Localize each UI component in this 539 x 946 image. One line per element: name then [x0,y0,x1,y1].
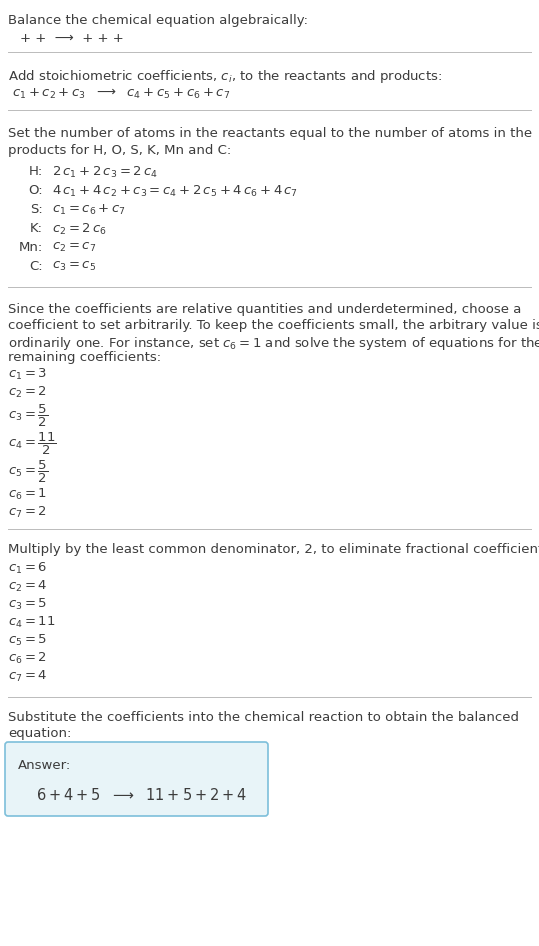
Text: Substitute the coefficients into the chemical reaction to obtain the balanced: Substitute the coefficients into the che… [8,711,519,724]
Text: $c_4 = \dfrac{11}{2}$: $c_4 = \dfrac{11}{2}$ [8,431,57,457]
Text: Since the coefficients are relative quantities and underdetermined, choose a: Since the coefficients are relative quan… [8,303,521,316]
Text: $2\,c_1 + 2\,c_3 = 2\,c_4$: $2\,c_1 + 2\,c_3 = 2\,c_4$ [52,165,158,180]
Text: Add stoichiometric coefficients, $c_i$, to the reactants and products:: Add stoichiometric coefficients, $c_i$, … [8,68,442,85]
Text: $c_2 = c_7$: $c_2 = c_7$ [52,241,96,254]
Text: $c_1 + c_2 + c_3 \ \ \longrightarrow\ \ c_4 + c_5 + c_6 + c_7$: $c_1 + c_2 + c_3 \ \ \longrightarrow\ \ … [12,87,230,101]
Text: ordinarily one. For instance, set $c_6 = 1$ and solve the system of equations fo: ordinarily one. For instance, set $c_6 =… [8,335,539,352]
Text: $c_3 = 5$: $c_3 = 5$ [8,597,47,612]
Text: $6 + 4 + 5\ \ \longrightarrow\ \ 11 + 5 + 2 + 4$: $6 + 4 + 5\ \ \longrightarrow\ \ 11 + 5 … [36,787,247,803]
Text: Mn:: Mn: [19,241,43,254]
Text: $c_3 = c_5$: $c_3 = c_5$ [52,260,96,273]
Text: Answer:: Answer: [18,759,71,772]
Text: $4\,c_1 + 4\,c_2 + c_3 = c_4 + 2\,c_5 + 4\,c_6 + 4\,c_7$: $4\,c_1 + 4\,c_2 + c_3 = c_4 + 2\,c_5 + … [52,184,298,199]
Text: equation:: equation: [8,727,71,740]
Text: + +  ⟶  + + +: + + ⟶ + + + [20,32,124,45]
Text: $c_3 = \dfrac{5}{2}$: $c_3 = \dfrac{5}{2}$ [8,403,48,429]
Text: $c_7 = 4$: $c_7 = 4$ [8,669,47,684]
Text: C:: C: [29,260,43,273]
Text: $c_1 = c_6 + c_7$: $c_1 = c_6 + c_7$ [52,203,126,217]
Text: $c_1 = 3$: $c_1 = 3$ [8,367,47,382]
Text: H:: H: [29,165,43,178]
FancyBboxPatch shape [5,742,268,816]
Text: $c_6 = 2$: $c_6 = 2$ [8,651,47,666]
Text: $c_5 = \dfrac{5}{2}$: $c_5 = \dfrac{5}{2}$ [8,459,48,485]
Text: $c_1 = 6$: $c_1 = 6$ [8,561,47,576]
Text: products for H, O, S, K, Mn and C:: products for H, O, S, K, Mn and C: [8,144,231,157]
Text: S:: S: [30,203,43,216]
Text: $c_6 = 1$: $c_6 = 1$ [8,487,47,502]
Text: remaining coefficients:: remaining coefficients: [8,351,161,364]
Text: $c_5 = 5$: $c_5 = 5$ [8,633,47,648]
Text: O:: O: [29,184,43,197]
Text: $c_2 = 4$: $c_2 = 4$ [8,579,47,594]
Text: Balance the chemical equation algebraically:: Balance the chemical equation algebraica… [8,14,308,27]
Text: Multiply by the least common denominator, 2, to eliminate fractional coefficient: Multiply by the least common denominator… [8,543,539,556]
Text: coefficient to set arbitrarily. To keep the coefficients small, the arbitrary va: coefficient to set arbitrarily. To keep … [8,319,539,332]
Text: $c_4 = 11$: $c_4 = 11$ [8,615,56,630]
Text: Set the number of atoms in the reactants equal to the number of atoms in the: Set the number of atoms in the reactants… [8,127,532,140]
Text: K:: K: [30,222,43,235]
Text: $c_7 = 2$: $c_7 = 2$ [8,505,47,520]
Text: $c_2 = 2\,c_6$: $c_2 = 2\,c_6$ [52,222,107,237]
Text: $c_2 = 2$: $c_2 = 2$ [8,385,47,400]
